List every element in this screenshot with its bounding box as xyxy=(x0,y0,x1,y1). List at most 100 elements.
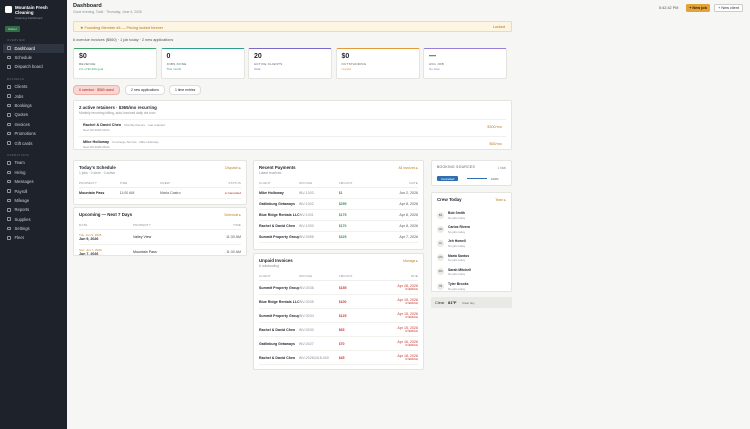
booking-source[interactable]: Cancelled xyxy=(437,176,459,181)
table-row: Summit Property Group INV-0998 $225 Apr 7, … xyxy=(259,232,418,243)
nav-label: Promotions xyxy=(14,131,36,137)
role-badge: Owner xyxy=(5,26,20,32)
cell: Tue, Jun 9, 2026 Jun 9, 2026 xyxy=(79,233,133,241)
cell-main: Sun, Jun 7, 2026 xyxy=(79,248,102,252)
cell: Gatlinburg Getaways xyxy=(259,341,295,346)
nav-section: OPERATIONS xyxy=(7,152,30,157)
cell-main: Apr 15, 2026 xyxy=(397,312,418,316)
crew-row: CR Carlos Rivera No jobs today xyxy=(437,224,507,236)
card-link[interactable]: All invoices ▸ xyxy=(398,166,418,170)
nav-item[interactable]: Dashboard xyxy=(3,43,64,53)
banner: ★ Founding Member #4 — Pricing locked fo… xyxy=(73,21,512,32)
cell-main: Apr 15, 2026 xyxy=(397,326,418,330)
cell: $100 xyxy=(338,299,347,304)
cell: Blue Ridge Rentals LLC xyxy=(259,299,299,304)
retainer-detail: Concierge Service · Mike Holloway xyxy=(112,140,159,144)
crew-title: Crew Today xyxy=(437,197,462,202)
nav-item[interactable]: Fleet xyxy=(3,233,64,242)
column-header: DATE xyxy=(409,181,418,185)
cell-main: Apr 28, 2026 xyxy=(397,284,418,288)
crew-status: No jobs today xyxy=(448,272,466,277)
card-link[interactable]: Schedule ▸ xyxy=(224,213,241,217)
avatar: TB xyxy=(437,282,444,290)
nav-item[interactable]: Supplies xyxy=(3,215,64,224)
cell: INV-0998 xyxy=(298,235,314,239)
stat-value: — xyxy=(429,53,436,60)
nav-item[interactable]: Jobs xyxy=(3,92,64,101)
nav-item[interactable]: Bookings xyxy=(3,101,64,110)
card-link[interactable]: Manage ▸ xyxy=(403,259,418,263)
table-header: PROPERTY TIME CREW STATUS xyxy=(79,179,241,188)
new-job-button[interactable]: + New job xyxy=(686,3,710,12)
card-title: Today's Schedule xyxy=(79,165,116,170)
crew-link[interactable]: Team ▸ xyxy=(495,198,506,202)
nav-item[interactable]: Reports xyxy=(3,205,64,214)
nav-label: Settings xyxy=(14,226,30,232)
pill[interactable]: 1 time entries xyxy=(169,85,202,95)
avatar: BS xyxy=(437,211,444,219)
clock: 5:42:42 PM xyxy=(659,6,679,10)
stat-note: Total xyxy=(254,67,261,71)
cell: Apr 28, 2026 OVERDUE xyxy=(378,284,418,291)
cell: Jun 2, 2026 xyxy=(399,191,418,195)
nav-item[interactable]: Schedule xyxy=(3,53,64,62)
nav-item[interactable]: Dispatch board xyxy=(3,62,64,71)
stat-label: OUTSTANDING xyxy=(341,62,367,66)
nav-item[interactable]: Quotes xyxy=(3,110,64,119)
stat-card: $0 REVENUE 1% of $2,600 goal xyxy=(73,48,157,79)
card-link[interactable]: Dispatch ▸ xyxy=(225,166,241,170)
cell: INV-0027 xyxy=(298,341,314,346)
stat-note: No data xyxy=(429,67,440,71)
column-header: DATE xyxy=(79,223,88,227)
stat-label: REVENUE xyxy=(79,62,96,66)
table-row: Gatlinburg Getaways INV-1002 $295 Apr 8, 20… xyxy=(259,199,418,210)
nav-item[interactable]: Team xyxy=(3,158,64,167)
crew-name: Bob Smith xyxy=(448,211,465,215)
column-header: TIME xyxy=(233,223,241,227)
stat-label: AVG JOB xyxy=(429,62,444,66)
nav-item[interactable]: Clients xyxy=(3,82,64,91)
stat-card: $0 OUTSTANDING Unpaid xyxy=(335,48,420,79)
retainer-name: Rachel & David Chen xyxy=(83,123,122,127)
nav-item[interactable]: Gift cards xyxy=(3,138,64,147)
cell: Maria Castro xyxy=(160,191,181,195)
cell: $1 xyxy=(338,191,343,195)
cell: Rachel & David Chen xyxy=(259,355,296,360)
table-header: CLIENT INVOICE AMOUNT DUE xyxy=(259,272,418,281)
cell: INV-1002 xyxy=(298,202,314,206)
booking-share: 100% xyxy=(491,176,499,181)
column-header: AMOUNT xyxy=(338,181,353,185)
stat-value: 20 xyxy=(254,53,262,60)
cell: 11:00 AM xyxy=(119,191,135,195)
weather-detail: Clear sky xyxy=(462,300,475,305)
tagline: Cleaning Dashboard xyxy=(15,16,43,20)
booking-track xyxy=(467,177,487,180)
pill[interactable]: 2 new applications xyxy=(125,85,165,95)
nav-item[interactable]: Messages xyxy=(3,177,64,186)
nav-item[interactable]: Payroll xyxy=(3,186,64,195)
avatar: CR xyxy=(437,225,444,233)
greeting: Good evening, Todd · Thursday, June 4, 2… xyxy=(73,10,142,14)
cell: INV-0035 xyxy=(298,299,314,304)
new-client-button[interactable]: + New client xyxy=(714,3,743,12)
pill[interactable]: 6 overdue · $560 owed xyxy=(73,85,120,95)
table-header: CLIENT INVOICE AMOUNT DATE xyxy=(259,179,418,188)
cell: Rachel & David Chen xyxy=(259,224,296,228)
nav-item[interactable]: Mileage xyxy=(3,196,64,205)
cell: Apr 18, 2026 OVERDUE xyxy=(378,354,418,361)
page-title: Dashboard xyxy=(73,3,102,9)
card-title: Unpaid Invoices xyxy=(259,258,293,263)
cell-sub: Jun 7, 2026 xyxy=(79,252,99,256)
retainer-next: Next bill 2026-06-01 xyxy=(83,145,110,149)
nav-item[interactable]: Settings xyxy=(3,224,64,233)
cell-sub: OVERDUE xyxy=(405,288,418,291)
cell: INV-0034 xyxy=(298,313,314,318)
crew-row: TB Tyler Brooks No jobs today xyxy=(437,281,507,291)
stat-note: This month xyxy=(166,67,182,71)
stat-value: 0 xyxy=(166,53,171,60)
nav-item[interactable]: Invoices xyxy=(3,120,64,129)
nav-label: Bookings xyxy=(14,103,32,109)
nav-item[interactable]: Hiring xyxy=(3,168,64,177)
nav-item[interactable]: Promotions xyxy=(3,129,64,138)
cell-sub: Jun 9, 2026 xyxy=(79,237,99,241)
